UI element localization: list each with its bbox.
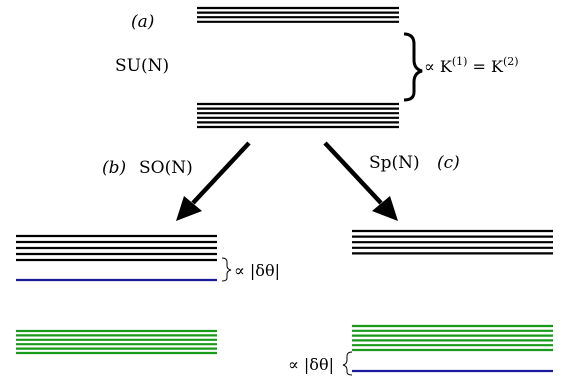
- panel-label-c: (c): [437, 153, 460, 173]
- k-symbol: ∝ K: [424, 57, 453, 76]
- su-splitting-annotation: ∝ K(1) = K(2): [424, 55, 519, 76]
- so-splitting-brace: [221, 257, 232, 282]
- so-green-level-group: [16, 329, 217, 355]
- k-equals: = K: [467, 57, 504, 76]
- sp-green-level-group: [352, 324, 553, 352]
- sp-group-label: Sp(N): [369, 153, 420, 173]
- sp-splitting-brace: [342, 351, 353, 376]
- panel-label-b: (b): [102, 158, 126, 178]
- su-bottom-level-group: [197, 102, 399, 129]
- su-splitting-brace: [403, 32, 423, 102]
- panel-label-a: (a): [131, 12, 154, 32]
- so-splitting-annotation: ∝ |δθ|: [234, 261, 280, 280]
- k-superscript-2: (2): [503, 55, 519, 68]
- su-group-label: SU(N): [115, 56, 169, 76]
- so-group-label: SO(N): [139, 158, 193, 178]
- k-superscript-1: (1): [452, 55, 468, 68]
- sp-splitting-annotation: ∝ |δθ|: [288, 355, 334, 374]
- arrow-to-so: [176, 141, 251, 221]
- arrow-to-sp: [323, 141, 398, 221]
- su-top-level-group: [197, 6, 399, 23]
- sp-black-level-group: [352, 229, 553, 255]
- so-black-level-group: [16, 234, 217, 262]
